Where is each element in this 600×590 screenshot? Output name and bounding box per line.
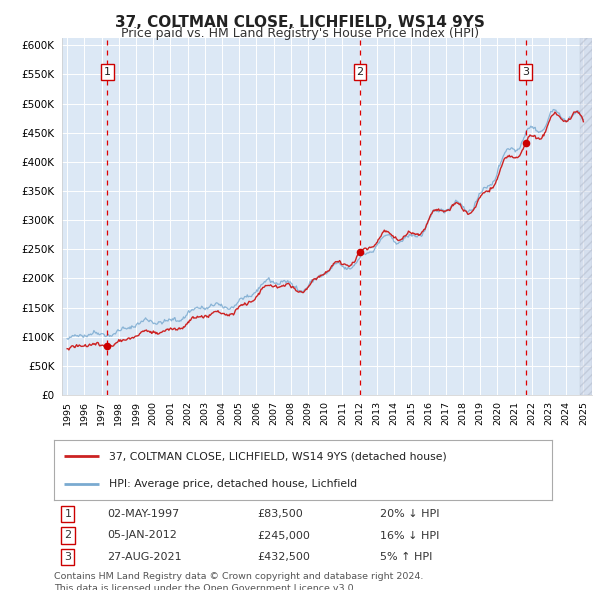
Text: £245,000: £245,000 (257, 530, 310, 540)
Text: £432,500: £432,500 (257, 552, 310, 562)
Text: 05-JAN-2012: 05-JAN-2012 (107, 530, 177, 540)
Text: 37, COLTMAN CLOSE, LICHFIELD, WS14 9YS: 37, COLTMAN CLOSE, LICHFIELD, WS14 9YS (115, 15, 485, 30)
Polygon shape (580, 38, 592, 395)
Text: Contains HM Land Registry data © Crown copyright and database right 2024.
This d: Contains HM Land Registry data © Crown c… (54, 572, 424, 590)
Text: Price paid vs. HM Land Registry's House Price Index (HPI): Price paid vs. HM Land Registry's House … (121, 27, 479, 40)
Text: 20% ↓ HPI: 20% ↓ HPI (380, 509, 439, 519)
Text: 1: 1 (64, 509, 71, 519)
Text: HPI: Average price, detached house, Lichfield: HPI: Average price, detached house, Lich… (109, 479, 357, 489)
Text: 27-AUG-2021: 27-AUG-2021 (107, 552, 182, 562)
Text: 37, COLTMAN CLOSE, LICHFIELD, WS14 9YS (detached house): 37, COLTMAN CLOSE, LICHFIELD, WS14 9YS (… (109, 451, 446, 461)
Text: 3: 3 (522, 67, 529, 77)
Text: 3: 3 (64, 552, 71, 562)
Text: 5% ↑ HPI: 5% ↑ HPI (380, 552, 432, 562)
Text: 02-MAY-1997: 02-MAY-1997 (107, 509, 179, 519)
Text: 16% ↓ HPI: 16% ↓ HPI (380, 530, 439, 540)
Text: 2: 2 (64, 530, 71, 540)
Text: 2: 2 (356, 67, 364, 77)
Text: 1: 1 (104, 67, 111, 77)
Text: £83,500: £83,500 (257, 509, 302, 519)
